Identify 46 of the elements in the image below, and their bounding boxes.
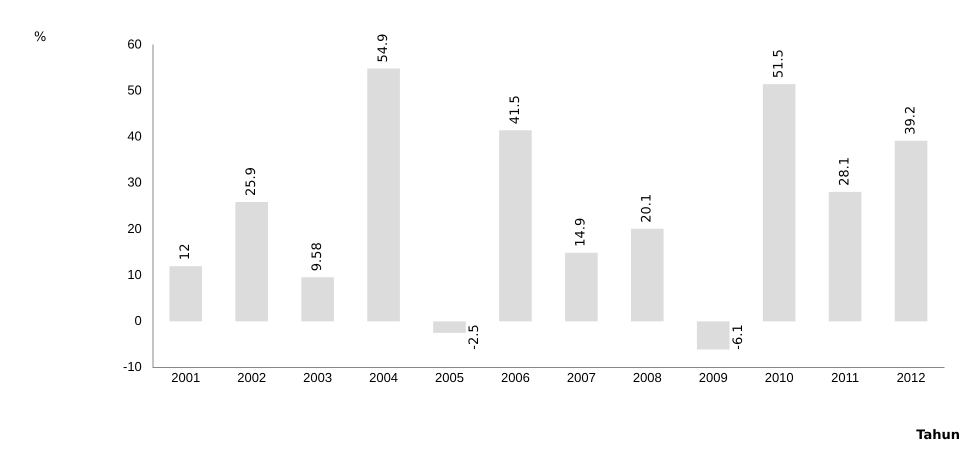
bar bbox=[894, 140, 928, 322]
x-tick-label: 2010 bbox=[764, 370, 794, 385]
x-tick-label: 2002 bbox=[237, 370, 266, 385]
x-tick-label: 2003 bbox=[303, 370, 332, 385]
x-tick-label: 2004 bbox=[369, 370, 398, 385]
data-label: 9.58 bbox=[310, 242, 325, 272]
x-tick-label: 2007 bbox=[566, 370, 596, 385]
y-tick-label: 50 bbox=[127, 82, 142, 98]
data-label: 14.9 bbox=[574, 218, 589, 247]
bar bbox=[301, 277, 334, 322]
y-tick-label: 60 bbox=[127, 36, 142, 52]
bar bbox=[762, 84, 796, 322]
x-tick-label: 2006 bbox=[500, 370, 530, 385]
y-tick-label: 0 bbox=[134, 312, 142, 328]
y-tick-label: 30 bbox=[127, 174, 142, 190]
y-tick-label: -10 bbox=[122, 358, 142, 374]
data-label: 25.9 bbox=[244, 167, 260, 196]
data-label: -6.1 bbox=[730, 324, 746, 350]
bar bbox=[565, 252, 598, 322]
x-tick-label: 2008 bbox=[632, 370, 662, 385]
x-axis-title: Tahun bbox=[916, 428, 960, 443]
data-label: 20.1 bbox=[640, 194, 655, 223]
x-tick-label: 2012 bbox=[896, 370, 926, 385]
y-tick-label: 20 bbox=[127, 220, 142, 236]
bar bbox=[828, 192, 862, 322]
bar bbox=[499, 130, 532, 322]
bar bbox=[433, 321, 466, 333]
bar bbox=[367, 68, 400, 322]
data-label: 28.1 bbox=[837, 156, 852, 186]
text: % bbox=[34, 30, 46, 45]
data-label: -2.5 bbox=[467, 324, 482, 350]
y-tick-label: 10 bbox=[127, 266, 142, 282]
x-tick-label: 2005 bbox=[435, 370, 464, 385]
data-label: 51.5 bbox=[772, 49, 787, 78]
x-tick-label: 2001 bbox=[171, 370, 200, 385]
x-tick-label: 2009 bbox=[698, 370, 728, 385]
data-label: 41.5 bbox=[508, 95, 523, 124]
y-tick-label: 40 bbox=[127, 128, 142, 144]
bar bbox=[630, 228, 664, 322]
data-label: 12 bbox=[178, 244, 194, 260]
bar bbox=[235, 202, 268, 322]
bar bbox=[169, 266, 202, 322]
x-tick-label: 2011 bbox=[831, 370, 860, 385]
data-label: 39.2 bbox=[903, 106, 918, 135]
data-label: 54.9 bbox=[376, 34, 391, 62]
bar bbox=[696, 321, 730, 350]
